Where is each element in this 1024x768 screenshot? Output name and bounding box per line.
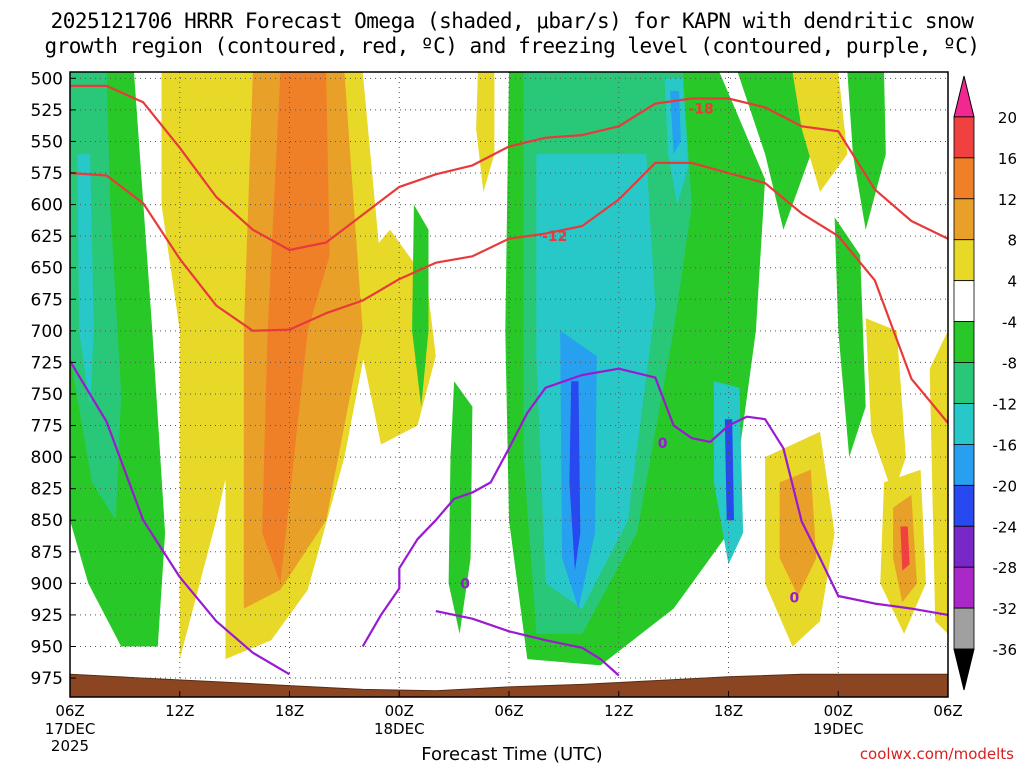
x-tick-label: 00Z xyxy=(824,702,853,720)
y-tick-label: 750 xyxy=(31,385,63,405)
colorbar-swatch xyxy=(953,443,975,486)
omega-region-green-9 xyxy=(412,204,429,407)
omega-region-green-22 xyxy=(847,72,886,230)
credit-link[interactable]: coolwx.com/modelts xyxy=(859,745,1014,763)
colorbar-label: 16 xyxy=(998,150,1017,168)
y-tick-label: 525 xyxy=(31,101,63,121)
contour-series-0 xyxy=(70,84,949,252)
x-tick-label: 06Z xyxy=(494,702,523,720)
colorbar-label: -4 xyxy=(1002,314,1017,332)
colorbar-label: -16 xyxy=(993,436,1018,454)
colorbar-label: -28 xyxy=(993,559,1018,577)
colorbar-swatch xyxy=(953,321,975,363)
x-tick-label: 12Z xyxy=(604,702,633,720)
colorbar-label: -36 xyxy=(993,641,1018,659)
x-tick-label: 18Z xyxy=(275,702,304,720)
omega-region-yellow-5 xyxy=(476,72,495,192)
y-tick-label: 800 xyxy=(31,448,63,468)
colorbar-label: -20 xyxy=(993,477,1018,495)
y-tick-label: 625 xyxy=(31,227,63,247)
colorbar-swatch xyxy=(953,607,975,650)
colorbar-swatch xyxy=(953,484,975,527)
x-tick-label: 06Z xyxy=(933,702,962,720)
colorbar-swatch xyxy=(953,116,975,159)
omega-region-green-20 xyxy=(737,72,811,230)
omega-region-cyan-8 xyxy=(77,154,94,407)
y-tick-label: 550 xyxy=(31,132,63,152)
y-tick-label: 875 xyxy=(31,543,63,563)
contour-series-1 xyxy=(69,161,949,424)
omega-region-green-10 xyxy=(448,381,473,634)
colorbar-label: 4 xyxy=(1007,273,1017,291)
x-tick-label: 12Z xyxy=(165,702,194,720)
colorbar-swatch xyxy=(953,157,975,200)
colorbar: 20 16 12 8 4 -4 -8 -12 -16 -20 -24 -28 -32 -36 xyxy=(953,75,1018,691)
contour-label: -18 xyxy=(688,102,713,118)
y-tick-label: 675 xyxy=(31,290,63,310)
colorbar-swatch xyxy=(953,566,975,609)
chart-title-line-2: growth region (contoured, red, ºC) and f… xyxy=(44,34,980,58)
colorbar-label: -24 xyxy=(993,518,1018,536)
x-date-label: 2025 xyxy=(51,737,89,755)
omega-region-blue-17 xyxy=(670,90,681,155)
chart-title-line-1: 2025121706 HRRR Forecast Omega (shaded, … xyxy=(50,9,974,33)
colorbar-swatch xyxy=(953,198,975,241)
colorbar-label: -32 xyxy=(993,600,1018,618)
y-tick-label: 950 xyxy=(31,637,63,657)
y-tick-label: 825 xyxy=(31,480,63,500)
x-tick-label: 06Z xyxy=(55,702,84,720)
colorbar-label: 20 xyxy=(998,109,1017,127)
omega-region-green-25 xyxy=(834,217,866,458)
colorbar-swatch xyxy=(953,525,975,568)
x-date-label: 17DEC xyxy=(45,720,96,738)
omega-region-gold-24 xyxy=(779,469,817,596)
omega-shading xyxy=(70,72,948,697)
y-tick-label: 900 xyxy=(31,574,63,594)
x-axis-label: Forecast Time (UTC) xyxy=(421,744,603,765)
y-tick-label: 650 xyxy=(31,259,63,279)
contour-label: 0 xyxy=(460,576,470,592)
colorbar-swatch xyxy=(953,403,975,445)
contour-series-4 xyxy=(435,610,620,677)
contour-label: -12 xyxy=(542,229,567,245)
colorbar-top-triangle xyxy=(953,75,975,118)
colorbar-swatch xyxy=(953,362,975,404)
y-tick-label: 775 xyxy=(31,417,63,437)
contour-series-2 xyxy=(69,360,291,676)
colorbar-swatch xyxy=(953,280,975,322)
colorbar-label: 8 xyxy=(1007,232,1017,250)
y-tick-label: 575 xyxy=(31,164,63,184)
omega-region-red-29 xyxy=(900,526,910,571)
y-tick-label: 500 xyxy=(31,69,63,89)
contour-series-3 xyxy=(361,367,949,648)
y-tick-label: 700 xyxy=(31,322,63,342)
x-date-label: 19DEC xyxy=(813,720,864,738)
omega-region-dblue-15 xyxy=(569,381,581,571)
colorbar-label: -12 xyxy=(993,395,1018,413)
y-tick-label: 925 xyxy=(31,606,63,626)
y-tick-label: 600 xyxy=(31,196,63,216)
omega-region-dblue-19 xyxy=(724,419,734,521)
omega-region-yellow-30 xyxy=(929,330,948,634)
y-tick-label: 725 xyxy=(31,353,63,373)
contour-label: 0 xyxy=(658,436,668,452)
colorbar-bottom-triangle xyxy=(953,648,975,691)
colorbar-label: -8 xyxy=(1002,355,1017,373)
x-date-label: 18DEC xyxy=(374,720,425,738)
colorbar-swatch xyxy=(953,239,975,282)
y-tick-label: 850 xyxy=(31,511,63,531)
x-tick-label: 18Z xyxy=(714,702,743,720)
x-tick-label: 00Z xyxy=(385,702,414,720)
colorbar-label: 12 xyxy=(998,191,1017,209)
omega-region-yellow-21 xyxy=(792,72,848,192)
contour-label: 0 xyxy=(789,590,799,606)
y-tick-label: 975 xyxy=(31,669,63,689)
